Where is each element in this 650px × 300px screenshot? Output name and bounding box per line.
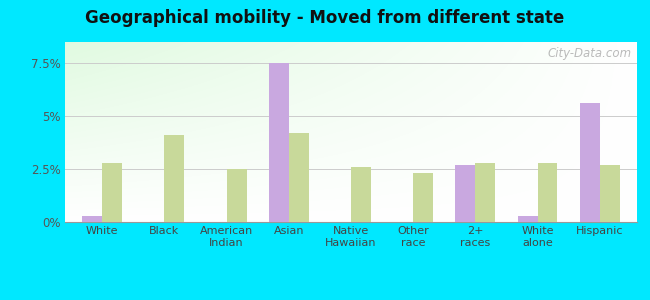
Text: City-Data.com: City-Data.com [547, 47, 631, 60]
Bar [538, 163, 558, 222]
Bar [227, 169, 246, 222]
Text: Geographical mobility - Moved from different state: Geographical mobility - Moved from diffe… [85, 9, 565, 27]
Bar [456, 165, 475, 222]
Bar [600, 165, 619, 222]
Bar [102, 163, 122, 222]
Bar [83, 216, 102, 222]
Bar [517, 216, 538, 222]
Bar [164, 135, 185, 222]
Bar [413, 173, 433, 222]
Legend: Ruston, WA, Washington: Ruston, WA, Washington [235, 297, 467, 300]
Bar [580, 103, 600, 222]
Bar [269, 63, 289, 222]
Bar [351, 167, 371, 222]
Bar [289, 133, 309, 222]
Bar [475, 163, 495, 222]
